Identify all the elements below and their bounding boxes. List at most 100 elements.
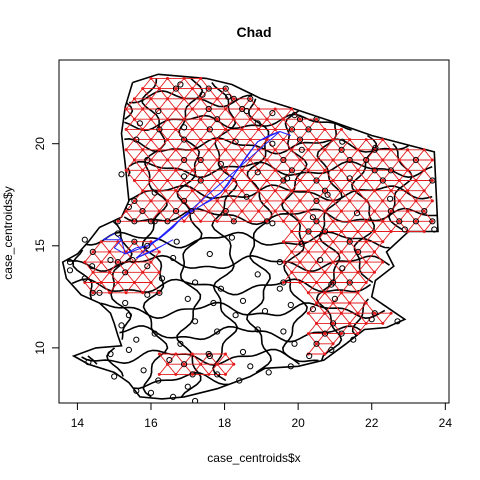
data-point [217,161,224,168]
red-node [232,362,236,366]
red-node [215,362,219,366]
red-edge [158,363,168,375]
red-edge [307,241,317,253]
data-point [144,156,151,164]
red-edge [365,210,375,222]
red-node [166,362,169,366]
red-edge [365,241,375,253]
red-edge [283,272,293,283]
red-edge [225,159,235,171]
red-node [430,199,434,203]
red-edge [324,241,334,253]
red-edge [307,190,317,202]
data-point [331,295,338,302]
red-edge [299,180,309,191]
red-node [290,270,294,274]
red-edge [283,180,293,191]
red-node [248,158,252,162]
red-edge [249,159,259,171]
red-edge [192,98,202,110]
red-edge [274,139,284,151]
red-node [339,209,343,213]
red-edge [192,118,202,130]
data-point [313,116,320,123]
red-node [141,107,145,111]
red-node [141,209,145,213]
red-edge [175,159,185,171]
red-edge [299,272,309,283]
red-edge [192,363,202,375]
red-node [315,281,318,284]
blue-edge [257,131,281,143]
red-edge [316,210,326,222]
red-edge [341,292,351,304]
red-node [348,321,352,325]
red-node [232,97,236,101]
red-edge [357,292,367,304]
red-edge [324,139,334,151]
red-edge [192,149,202,161]
red-node [108,291,112,295]
red-edge [208,129,218,140]
red-edge [192,180,202,191]
red-node [141,148,145,152]
red-edge [357,312,367,324]
red-edge [208,200,218,212]
red-edge [266,149,276,161]
red-edge [407,159,417,171]
red-edge [423,221,433,232]
red-node [83,281,87,284]
red-node [306,148,310,152]
red-edge [407,190,417,202]
red-edge [274,200,284,212]
red-edge [374,170,384,181]
red-node [240,189,244,193]
red-edge [175,88,185,100]
red-node [430,179,434,182]
data-point [346,279,353,286]
red-edge [307,272,317,283]
data-point [205,105,212,113]
red-edge [216,139,226,151]
red-edge [349,210,359,222]
red-node [182,97,186,101]
red-node [414,179,418,182]
red-edge [390,190,400,202]
boundary-line [211,82,239,382]
red-node [207,372,211,376]
red-node [199,138,203,142]
red-edge [341,159,351,171]
red-node [273,209,277,213]
data-point [206,126,213,133]
red-edge [307,292,317,304]
boundary-line [81,348,319,366]
axes-layer: 14 16 18 20 22 24 10 15 20 [33,137,452,430]
red-edge [100,241,110,253]
red-edge [341,251,351,263]
data-point [346,156,353,164]
red-edge [407,170,417,181]
red-node [157,372,161,376]
red-node [141,168,145,172]
red-node [215,97,219,101]
red-edge [249,210,259,222]
red-edge [357,231,367,242]
red-edge [341,180,351,191]
red-edge [216,98,226,110]
red-edge [216,129,226,140]
red-edge [175,118,185,130]
red-edge [398,159,408,171]
red-edge [349,261,359,273]
red-node [306,270,310,274]
red-node [99,260,103,264]
red-edge [258,149,268,161]
blue-edge [125,245,148,255]
red-edge [150,251,160,263]
red-edge [274,180,284,191]
red-edge [200,180,210,191]
data-point [291,340,298,347]
red-node [281,199,285,203]
red-edge [299,170,309,181]
red-node [306,189,310,193]
red-edge [208,118,218,130]
